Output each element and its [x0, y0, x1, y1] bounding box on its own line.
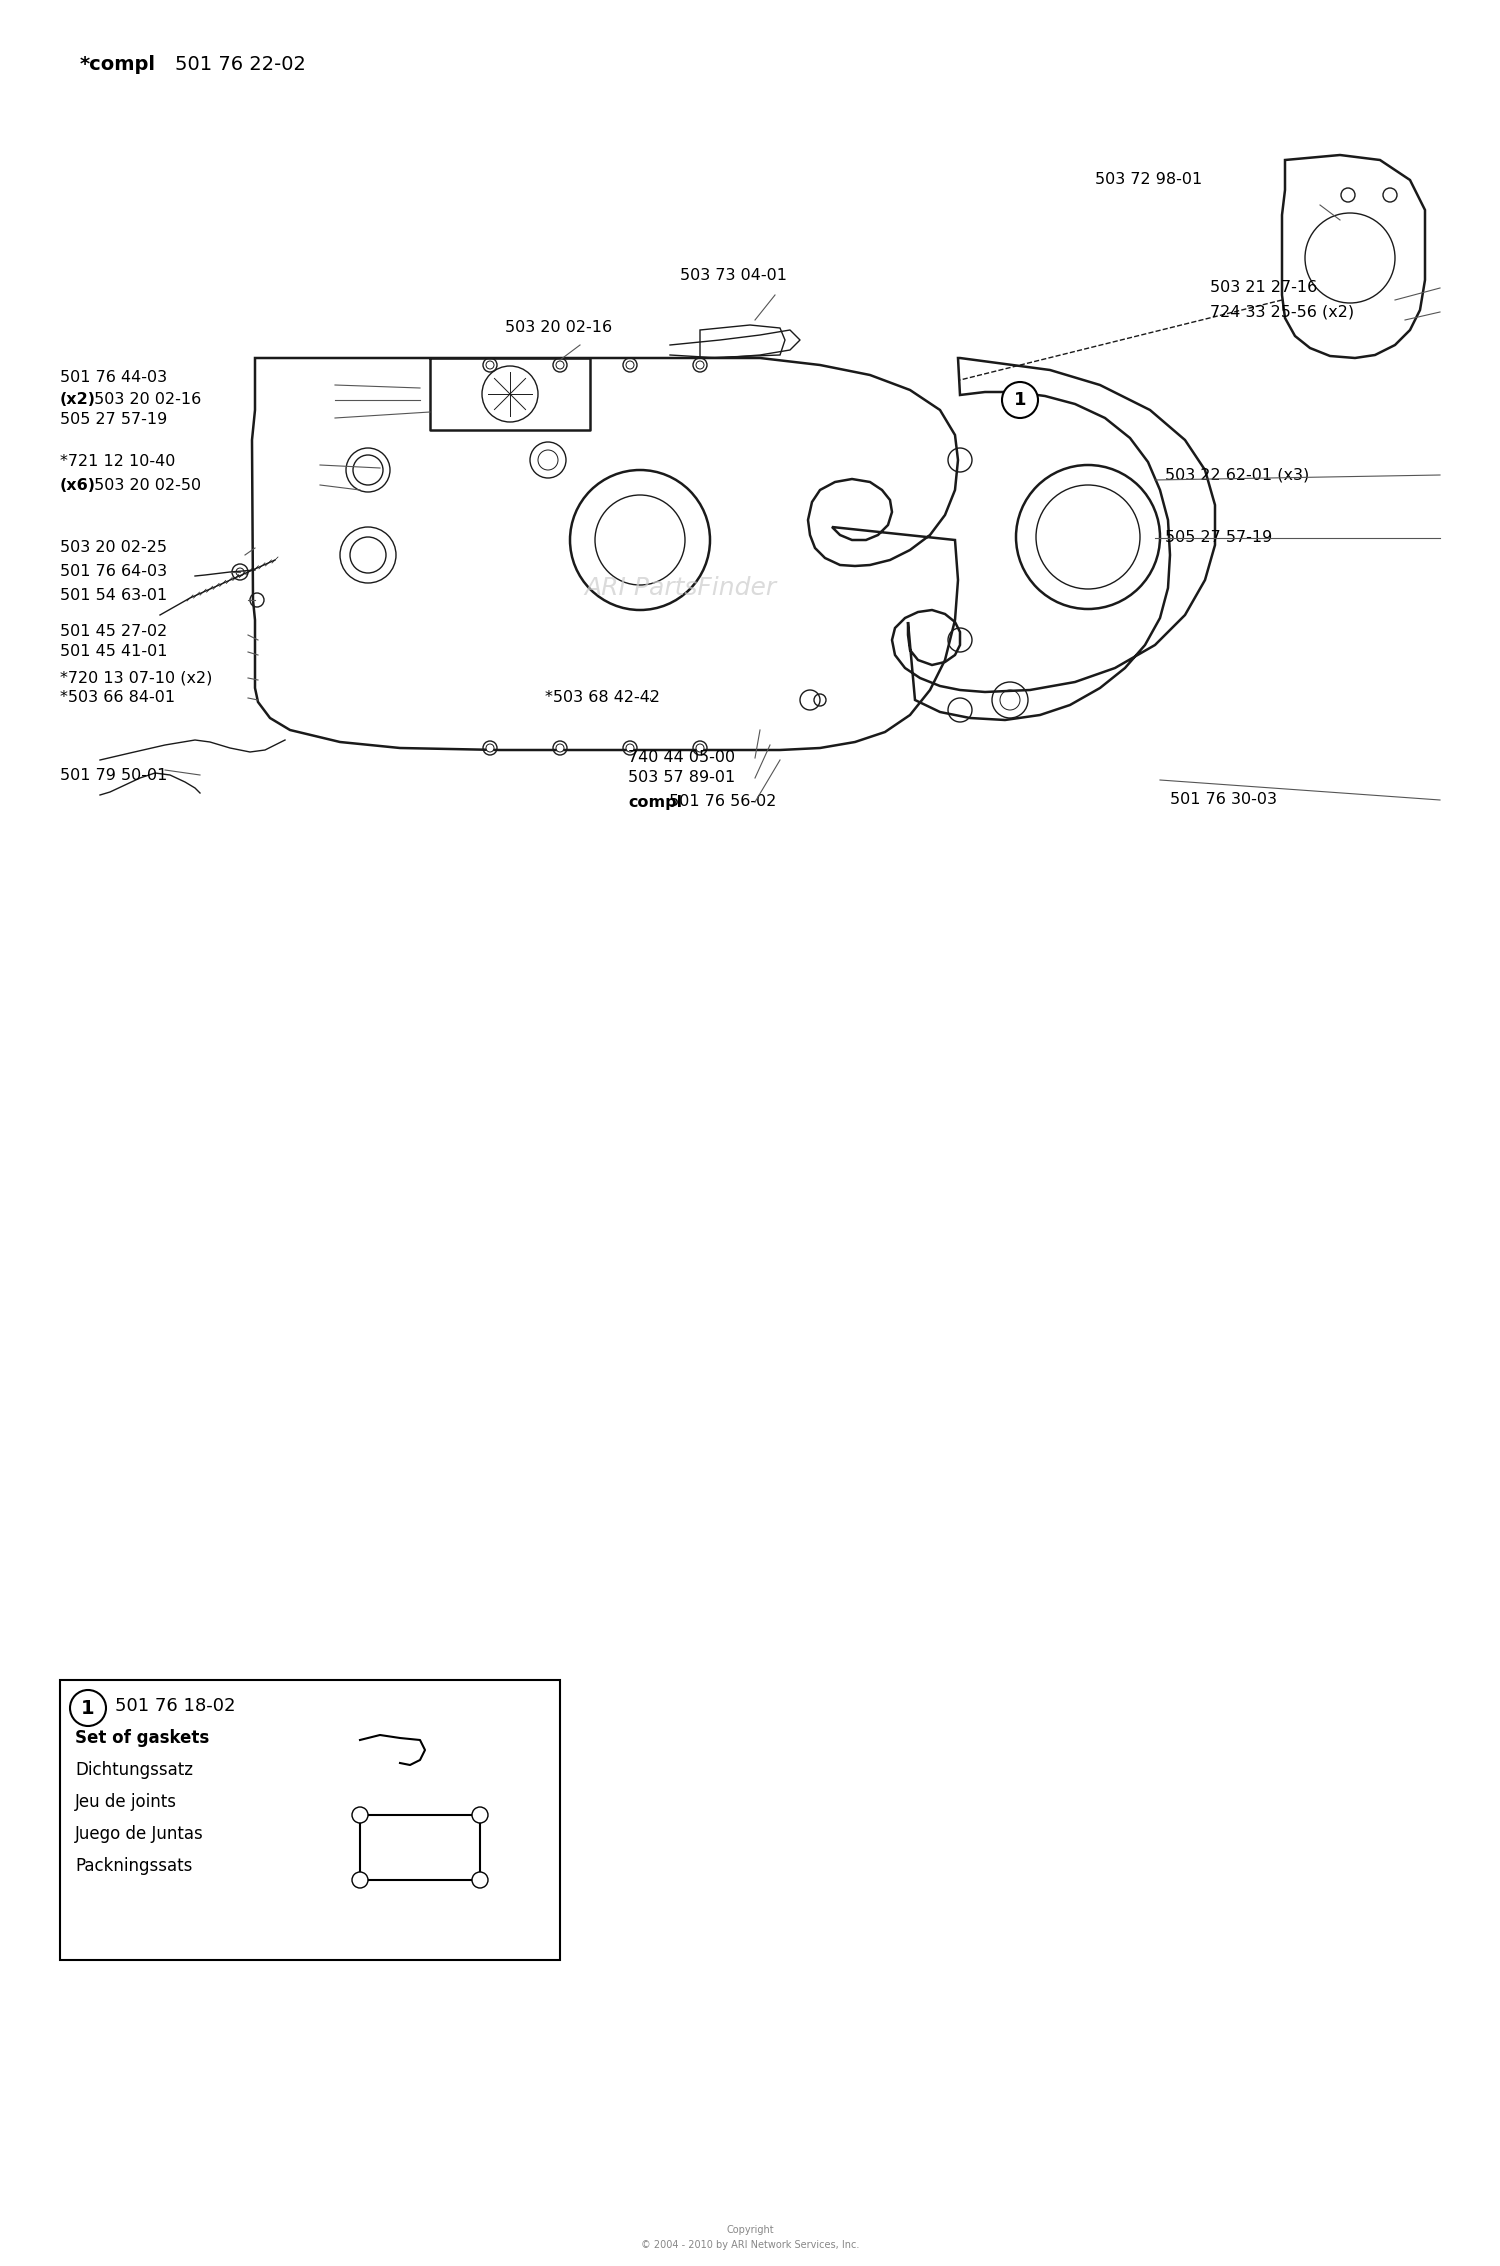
Text: 501 76 44-03: 501 76 44-03	[60, 372, 166, 385]
Circle shape	[70, 1690, 106, 1727]
Text: 501 54 63-01: 501 54 63-01	[60, 589, 168, 603]
Text: 501 76 30-03: 501 76 30-03	[1170, 793, 1276, 807]
Text: 501 79 50-01: 501 79 50-01	[60, 768, 168, 782]
Text: Jeu de joints: Jeu de joints	[75, 1792, 177, 1811]
Text: ARI PartsFinder: ARI PartsFinder	[584, 576, 776, 600]
Text: 503 72 98-01: 503 72 98-01	[1095, 172, 1203, 188]
Text: Dichtungssatz: Dichtungssatz	[75, 1761, 194, 1779]
Text: 503 20 02-25: 503 20 02-25	[60, 542, 166, 555]
Text: 503 20 02-16: 503 20 02-16	[88, 392, 201, 408]
Text: 503 21 27-16: 503 21 27-16	[1210, 281, 1317, 295]
Text: compl: compl	[628, 795, 682, 809]
Circle shape	[556, 743, 564, 752]
Text: 1: 1	[1014, 392, 1026, 408]
Text: 503 20 02-50: 503 20 02-50	[88, 478, 201, 492]
Text: *720 13 07-10 (x2): *720 13 07-10 (x2)	[60, 671, 213, 687]
Text: Juego de Juntas: Juego de Juntas	[75, 1824, 204, 1842]
Text: 501 45 41-01: 501 45 41-01	[60, 644, 168, 659]
Text: Packningssats: Packningssats	[75, 1858, 192, 1874]
Text: 503 73 04-01: 503 73 04-01	[680, 267, 788, 283]
Circle shape	[472, 1872, 488, 1888]
Text: Set of gaskets: Set of gaskets	[75, 1729, 209, 1747]
Circle shape	[696, 743, 703, 752]
Text: 501 76 18-02: 501 76 18-02	[116, 1697, 236, 1715]
Text: (x2): (x2)	[60, 392, 96, 408]
Text: *721 12 10-40: *721 12 10-40	[60, 455, 176, 469]
Circle shape	[696, 360, 703, 369]
Circle shape	[486, 360, 494, 369]
Circle shape	[486, 743, 494, 752]
Bar	[360, 1815, 480, 1881]
Text: 503 20 02-16: 503 20 02-16	[506, 320, 612, 335]
Text: 501 76 56-02: 501 76 56-02	[664, 795, 777, 809]
Circle shape	[626, 743, 634, 752]
Text: *compl: *compl	[80, 54, 156, 75]
Text: 501 76 64-03: 501 76 64-03	[60, 564, 166, 580]
Text: © 2004 - 2010 by ARI Network Services, Inc.: © 2004 - 2010 by ARI Network Services, I…	[640, 2241, 860, 2250]
Circle shape	[472, 1806, 488, 1824]
Circle shape	[626, 360, 634, 369]
Text: 505 27 57-19: 505 27 57-19	[60, 412, 168, 428]
Circle shape	[556, 360, 564, 369]
Text: 501 45 27-02: 501 45 27-02	[60, 625, 168, 639]
Text: *503 66 84-01: *503 66 84-01	[60, 691, 176, 705]
Text: 503 22 62-01 (x3): 503 22 62-01 (x3)	[1166, 467, 1310, 483]
Text: *503 68 42-42: *503 68 42-42	[544, 691, 660, 705]
Text: Copyright: Copyright	[726, 2225, 774, 2234]
Text: 740 44 05-00: 740 44 05-00	[628, 750, 735, 766]
Text: 503 57 89-01: 503 57 89-01	[628, 770, 735, 786]
Text: (x6): (x6)	[60, 478, 96, 492]
Circle shape	[352, 1872, 368, 1888]
Text: 724 33 25-56 (x2): 724 33 25-56 (x2)	[1210, 304, 1354, 320]
Circle shape	[352, 1806, 368, 1824]
Text: 501 76 22-02: 501 76 22-02	[176, 54, 306, 75]
Text: 505 27 57-19: 505 27 57-19	[1166, 530, 1272, 546]
Circle shape	[1002, 383, 1038, 417]
Text: 1: 1	[81, 1700, 94, 1718]
